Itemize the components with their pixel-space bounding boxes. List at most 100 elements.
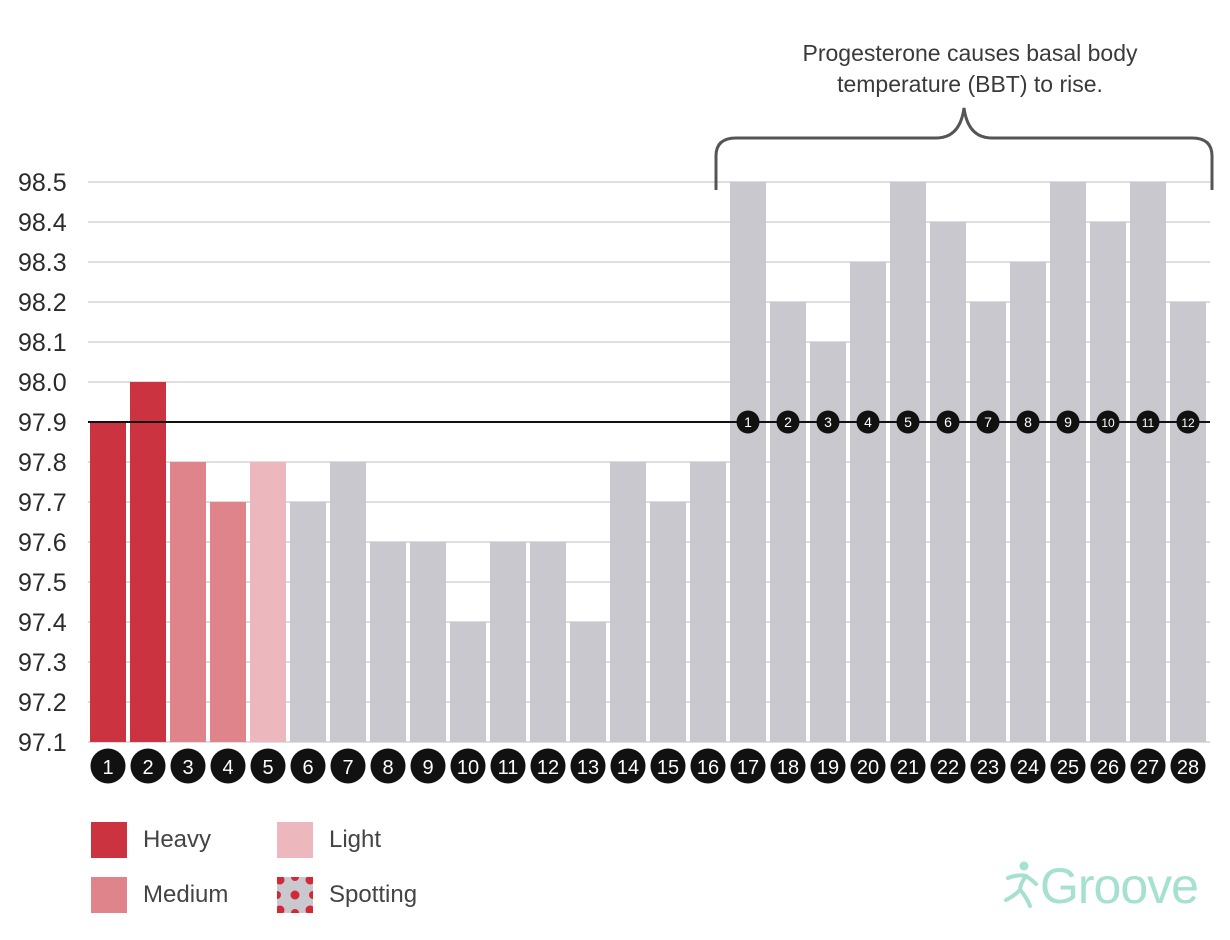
brand-name: Groove <box>1040 858 1199 914</box>
legend-label-heavy: Heavy <box>143 826 212 853</box>
day-badge <box>570 748 606 784</box>
day-label: 24 <box>1017 757 1039 779</box>
bar-day-25 <box>1050 182 1086 742</box>
day-badge <box>610 748 646 784</box>
day-label: 26 <box>1097 757 1119 779</box>
day-label: 12 <box>537 757 559 779</box>
bar-day-19 <box>810 342 846 742</box>
day-label: 8 <box>382 757 393 779</box>
day-badge <box>1170 748 1206 784</box>
bar-day-10 <box>450 622 486 742</box>
day-label: 27 <box>1137 757 1159 779</box>
day-badge <box>930 748 966 784</box>
y-tick-label: 97.9 <box>18 409 67 437</box>
elevated-day-badge <box>856 410 880 434</box>
elevated-day-badge <box>736 410 760 434</box>
legend-label-light: Light <box>329 826 382 853</box>
elevated-day-badge <box>1176 410 1200 434</box>
bar-day-17 <box>730 182 766 742</box>
elevated-day-badges: 1 2 3 4 5 6 7 8 9 10 11 12 <box>736 410 1200 434</box>
day-label: 25 <box>1057 757 1079 779</box>
day-badge <box>330 748 366 784</box>
day-badge <box>1130 748 1166 784</box>
day-badge <box>730 748 766 784</box>
elevated-day-badge <box>1136 410 1160 434</box>
day-label: 18 <box>777 757 799 779</box>
legend-label-medium: Medium <box>143 881 229 908</box>
bar-day-20 <box>850 262 886 742</box>
bars <box>90 182 1206 742</box>
bar-day-3 <box>170 462 206 742</box>
legend-label-spotting: Spotting <box>329 881 418 908</box>
y-axis-ticks: 97.1 97.2 97.3 97.4 97.5 97.6 97.7 97.8 97.9 98.0… <box>18 169 67 757</box>
day-label: 19 <box>817 757 839 779</box>
elevated-day-badge <box>896 410 920 434</box>
elevated-day-label: 1 <box>744 414 752 430</box>
day-label: 10 <box>457 757 479 779</box>
bar-day-6 <box>290 502 326 742</box>
day-label: 1 <box>102 757 113 779</box>
day-badge <box>1050 748 1086 784</box>
day-label: 7 <box>342 757 353 779</box>
day-label: 11 <box>498 757 519 779</box>
day-label: 17 <box>737 757 759 779</box>
bar-day-13 <box>570 622 606 742</box>
x-axis-day-labels: 1 2 3 4 5 6 7 8 9 10 11 12 13 14 15 16 17 18 19 20 21 22 23 24 2… <box>90 748 1206 784</box>
annotation-line-2: temperature (BBT) to rise. <box>837 71 1103 97</box>
elevated-day-label: 6 <box>944 414 952 430</box>
day-label: 9 <box>422 757 433 779</box>
day-label: 4 <box>222 757 233 779</box>
legend-swatch-spotting <box>277 877 313 913</box>
elevated-day-badge <box>776 410 800 434</box>
y-tick-label: 98.5 <box>18 169 67 197</box>
elevated-day-badge <box>976 410 1000 434</box>
elevated-day-label: 3 <box>824 414 832 430</box>
bar-day-16 <box>690 462 726 742</box>
y-tick-label: 98.3 <box>18 249 67 277</box>
day-label: 2 <box>142 757 153 779</box>
elevated-day-badge <box>1096 410 1120 434</box>
y-tick-label: 97.5 <box>18 569 67 597</box>
day-badge <box>250 748 286 784</box>
day-badge <box>170 748 206 784</box>
day-badge <box>490 748 526 784</box>
legend-item-spotting: Spotting <box>277 877 417 913</box>
elevated-day-badge <box>816 410 840 434</box>
day-badge <box>770 748 806 784</box>
runner-icon <box>1004 861 1038 908</box>
annotation-text: Progesterone causes basal body temperatu… <box>740 38 1200 100</box>
y-tick-label: 98.4 <box>18 209 67 237</box>
legend-swatch-light <box>277 822 313 858</box>
elevated-day-badge <box>1016 410 1040 434</box>
bar-day-28 <box>1170 302 1206 742</box>
elevated-day-label: 12 <box>1181 416 1195 430</box>
day-label: 15 <box>657 757 679 779</box>
y-tick-label: 97.1 <box>18 729 67 757</box>
bar-day-11 <box>490 542 526 742</box>
day-badge <box>970 748 1006 784</box>
bar-day-22 <box>930 222 966 742</box>
day-label: 13 <box>577 757 599 779</box>
day-label: 16 <box>697 757 719 779</box>
day-label: 28 <box>1177 757 1199 779</box>
day-label: 20 <box>857 757 879 779</box>
day-badge <box>1010 748 1046 784</box>
elevated-day-label: 5 <box>904 414 912 430</box>
day-label: 3 <box>182 757 193 779</box>
bar-day-15 <box>650 502 686 742</box>
day-label: 14 <box>617 757 639 779</box>
y-tick-label: 98.0 <box>18 369 67 397</box>
legend-item-medium: Medium <box>91 877 228 913</box>
elevated-day-label: 2 <box>784 414 792 430</box>
y-tick-label: 98.1 <box>18 329 67 357</box>
bar-day-23 <box>970 302 1006 742</box>
day-label: 22 <box>937 757 959 779</box>
annotation-line-1: Progesterone causes basal body <box>802 40 1138 66</box>
bar-day-4 <box>210 502 246 742</box>
y-tick-label: 98.2 <box>18 289 67 317</box>
elevated-day-label: 8 <box>1024 414 1032 430</box>
bar-day-9 <box>410 542 446 742</box>
bar-day-8 <box>370 542 406 742</box>
legend-swatch-heavy <box>91 822 127 858</box>
